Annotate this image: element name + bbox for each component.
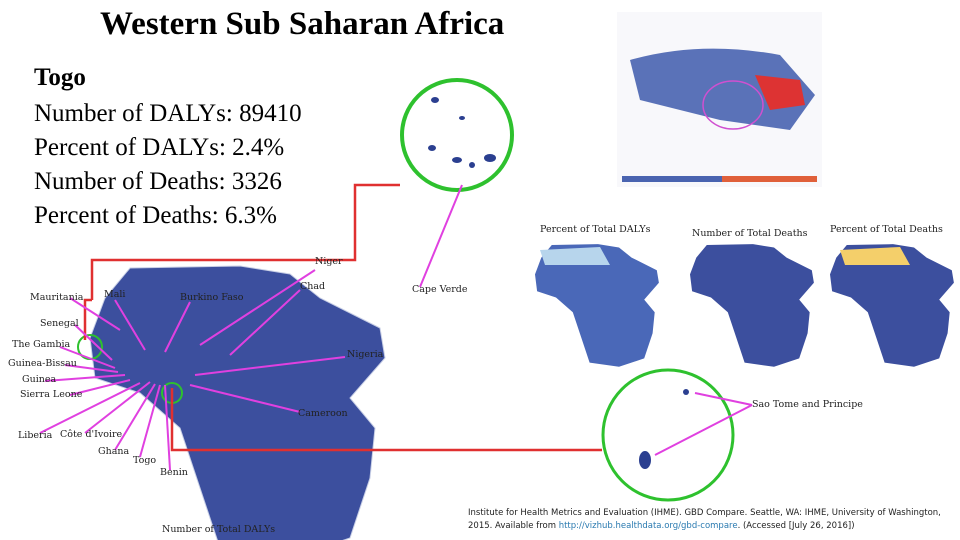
map-region [540, 247, 610, 265]
stat: Number of Deaths: 3326 [34, 168, 282, 195]
small-map [690, 244, 814, 367]
red-connector [170, 388, 602, 452]
stat: Number of DALYs: 89410 [34, 100, 302, 127]
citation-text: Institute for Health Metrics and Evaluat… [468, 508, 941, 531]
islands [428, 97, 689, 469]
stat: Percent of DALYs: 2.4% [34, 134, 285, 161]
red-connector [83, 298, 92, 340]
country-label: Guinea [22, 374, 56, 385]
country-label: Niger [315, 256, 343, 267]
country-label: Sao Tome and Principe [752, 399, 863, 410]
country-label: Cameroon [298, 408, 348, 419]
world-circle [702, 80, 764, 130]
country-label: Chad [300, 281, 325, 292]
red-connector [90, 183, 400, 300]
zoom-circle [400, 78, 514, 192]
country-label: Guinea-Bissau [8, 358, 77, 369]
stat: Percent of Deaths: 6.3% [34, 202, 277, 229]
map-title: Percent of Total Deaths [830, 224, 943, 235]
country-name: Togo [34, 64, 86, 91]
pointer-arrows [39, 184, 753, 471]
country-label: Cape Verde [412, 284, 468, 295]
citation-tail: . (Accessed [July 26, 2016]) [737, 521, 855, 531]
country-label: Senegal [40, 318, 79, 329]
colorbar-low [622, 176, 722, 182]
country-label: Côte d'Ivoire [60, 429, 123, 440]
country-label: Burkino Faso [180, 292, 244, 303]
country-label: Mali [104, 289, 125, 300]
citation: Institute for Health Metrics and Evaluat… [468, 507, 948, 533]
country-label: Sierra Leone [20, 389, 83, 400]
slide-title: Western Sub Saharan Africa [100, 6, 505, 42]
map-title: Percent of Total DALYs [540, 224, 651, 235]
country-label: Benin [160, 467, 188, 478]
country-label: The Gambia [12, 339, 70, 350]
country-label: Nigeria [347, 349, 384, 360]
country-label: Liberia [18, 430, 53, 441]
map-title: Number of Total DALYs [162, 524, 275, 535]
country-label: Togo [133, 455, 156, 466]
main-map [89, 265, 386, 540]
zoom-circle [601, 368, 735, 502]
map-title: Number of Total Deaths [692, 228, 808, 239]
world-highlight [755, 75, 805, 110]
colorbar-high [722, 176, 817, 182]
world-shape [630, 48, 815, 130]
map-region [840, 247, 910, 265]
citation-link[interactable]: http://vizhub.healthdata.org/gbd-compare [558, 521, 738, 531]
country-label: Mauritania [30, 292, 84, 303]
country-label: Ghana [98, 446, 129, 457]
